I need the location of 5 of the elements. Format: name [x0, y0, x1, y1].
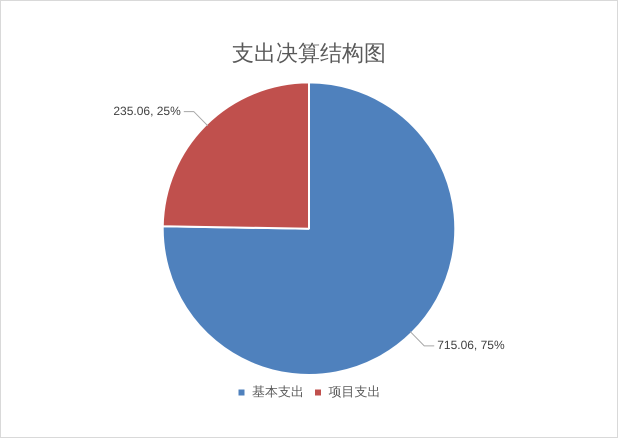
chart-title: 支出决算结构图	[232, 40, 386, 66]
data-label: 715.06, 75%	[437, 338, 505, 352]
legend-label: 项目支出	[328, 384, 380, 400]
legend-label: 基本支出	[252, 384, 304, 400]
data-label: 235.06, 25%	[113, 104, 182, 118]
